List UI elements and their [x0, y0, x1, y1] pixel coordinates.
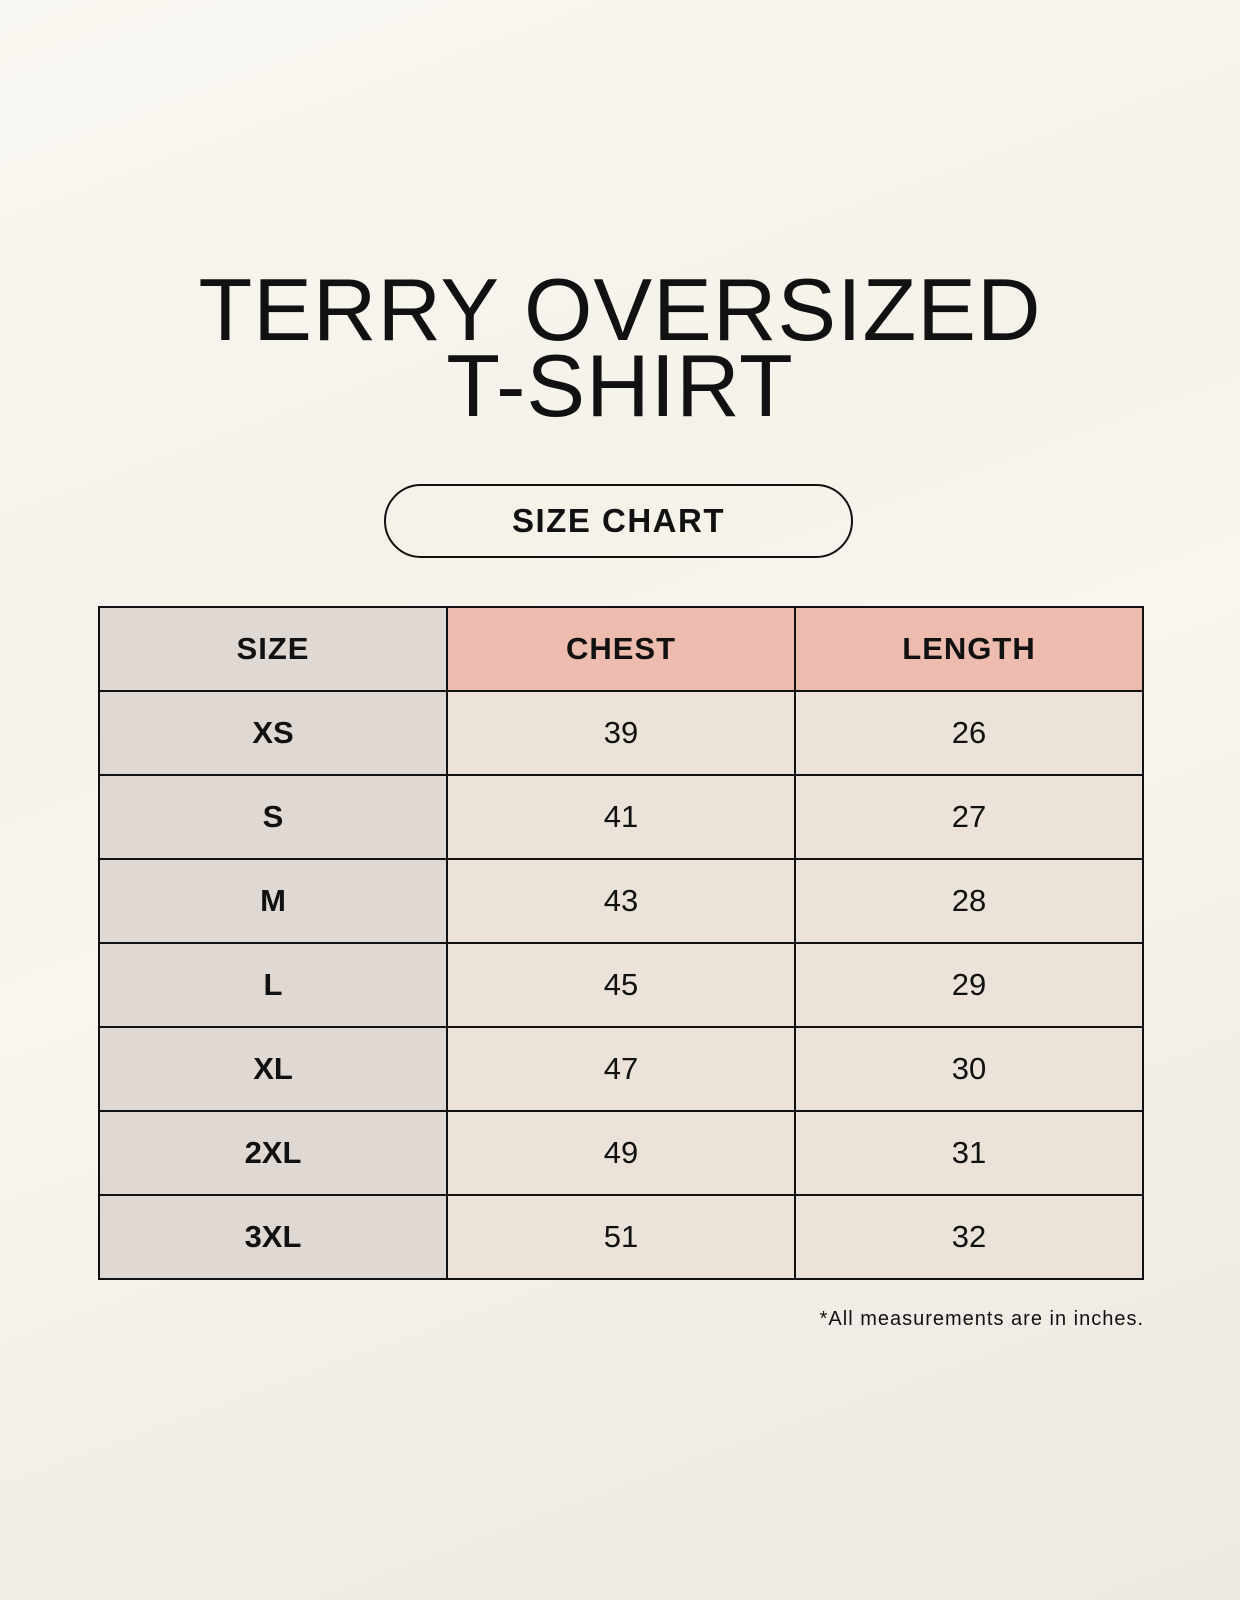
- page-title: TERRY OVERSIZED T-SHIRT: [0, 260, 1240, 435]
- cell-size: 3XL: [98, 1194, 448, 1280]
- cell-length: 29: [794, 942, 1144, 1028]
- cell-chest: 43: [446, 858, 796, 944]
- cell-length: 31: [794, 1110, 1144, 1196]
- cell-chest: 47: [446, 1026, 796, 1112]
- cell-length: 26: [794, 690, 1144, 776]
- size-chart-badge: SIZE CHART: [384, 484, 853, 558]
- header-chest: CHEST: [446, 606, 796, 692]
- table-row: S 41 27: [98, 774, 1144, 860]
- cell-length: 32: [794, 1194, 1144, 1280]
- table-row: L 45 29: [98, 942, 1144, 1028]
- cell-chest: 49: [446, 1110, 796, 1196]
- cell-length: 27: [794, 774, 1144, 860]
- table-row: XS 39 26: [98, 690, 1144, 776]
- cell-chest: 41: [446, 774, 796, 860]
- header-length: LENGTH: [794, 606, 1144, 692]
- footnote: *All measurements are in inches.: [819, 1308, 1144, 1330]
- table-row: 3XL 51 32: [98, 1194, 1144, 1280]
- title-line-1: TERRY OVERSIZED: [198, 260, 1042, 359]
- cell-chest: 39: [446, 690, 796, 776]
- header-size: SIZE: [98, 606, 448, 692]
- table-row: 2XL 49 31: [98, 1110, 1144, 1196]
- cell-size: S: [98, 774, 448, 860]
- cell-chest: 51: [446, 1194, 796, 1280]
- cell-size: XL: [98, 1026, 448, 1112]
- cell-length: 28: [794, 858, 1144, 944]
- table-row: M 43 28: [98, 858, 1144, 944]
- cell-chest: 45: [446, 942, 796, 1028]
- cell-size: M: [98, 858, 448, 944]
- cell-size: L: [98, 942, 448, 1028]
- table-row: XL 47 30: [98, 1026, 1144, 1112]
- cell-size: XS: [98, 690, 448, 776]
- cell-size: 2XL: [98, 1110, 448, 1196]
- title-line-2: T-SHIRT: [446, 336, 794, 435]
- table-header-row: SIZE CHEST LENGTH: [98, 606, 1144, 692]
- size-chart-table: SIZE CHEST LENGTH XS 39 26 S 41 27 M 43 28 L 45 29 X…: [98, 606, 1144, 1280]
- cell-length: 30: [794, 1026, 1144, 1112]
